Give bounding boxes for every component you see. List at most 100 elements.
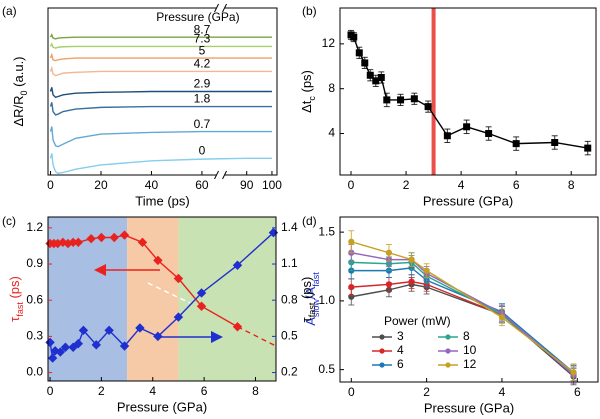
legend-title: Power (mW) <box>384 314 451 328</box>
data-point <box>397 96 405 104</box>
series-line <box>49 153 272 175</box>
data-point <box>408 256 415 263</box>
legend-marker <box>445 348 451 354</box>
legend-label: 4 <box>397 343 404 357</box>
legend-marker <box>445 334 451 340</box>
data-point <box>78 325 89 336</box>
reference-line <box>431 8 436 175</box>
series-label: 8.7 <box>194 22 211 36</box>
y2-axis-title-subscript: slow <box>311 299 321 318</box>
axis-break-gap <box>216 5 225 11</box>
x-tick-label: 8 <box>252 384 259 398</box>
axis-break-mark <box>222 170 227 180</box>
data-point <box>383 96 391 104</box>
data-point <box>570 369 577 376</box>
series-line <box>351 252 574 376</box>
x-tick-label: 2 <box>423 385 430 399</box>
y-tick-label: 12 <box>322 36 336 50</box>
y-axis-title-part: Δt <box>299 100 314 113</box>
series-label: 1.8 <box>194 92 211 106</box>
axis-break-mark <box>214 170 219 180</box>
data-point <box>73 237 84 248</box>
x-tick-label: 4 <box>499 385 506 399</box>
data-point <box>86 233 96 244</box>
y2-tick-label: 0.5 <box>281 329 298 343</box>
panel-label: (d) <box>302 214 317 228</box>
series-line <box>351 241 574 373</box>
y-tick-label: 4 <box>328 126 335 140</box>
shaded-region <box>178 217 276 381</box>
x-tick-label: 2 <box>98 384 105 398</box>
y-tick-label: 0.3 <box>26 329 43 343</box>
legend-marker <box>379 334 385 340</box>
series-line <box>49 65 272 77</box>
plot-frame <box>47 7 278 176</box>
data-point <box>361 59 369 67</box>
plot-frame <box>339 7 597 176</box>
data-point <box>377 73 385 81</box>
y-axis-title-subscript: 0 <box>19 90 29 95</box>
data-point <box>512 140 520 148</box>
data-point <box>47 353 58 363</box>
y2-tick-label: 0.2 <box>281 365 298 379</box>
y-tick-label: 0.6 <box>26 292 43 306</box>
data-point <box>91 340 101 350</box>
x-tick-label: 6 <box>201 384 208 398</box>
series-line <box>49 52 272 62</box>
data-point <box>153 331 163 342</box>
panel-label: (a) <box>2 4 17 18</box>
axis-break-gap <box>216 172 225 178</box>
y-axis-title: Δtc (ps) <box>299 70 317 113</box>
legend-label: 12 <box>463 357 477 371</box>
y-tick-label: 8 <box>328 81 335 95</box>
data-point <box>173 273 184 284</box>
x-tick-label: 100 <box>262 178 282 192</box>
data-point <box>355 49 363 57</box>
x-tick-label: 4 <box>458 178 465 192</box>
x-axis-title: Pressure (GPa) <box>424 400 514 415</box>
data-point <box>109 232 119 243</box>
x-tick-label: 6 <box>513 178 520 192</box>
legend-label: 6 <box>397 357 404 371</box>
y-axis-title-part: τ <box>7 316 22 322</box>
data-point <box>55 347 66 357</box>
x-tick-label: 2 <box>403 178 410 192</box>
y2-axis-title-part: A <box>303 317 318 326</box>
data-point <box>135 323 145 333</box>
data-point <box>104 325 114 336</box>
x-tick-label: 6 <box>574 385 581 399</box>
data-point <box>137 237 148 248</box>
data-point <box>385 281 393 288</box>
data-point <box>366 71 374 79</box>
series-line <box>49 87 272 99</box>
axis-break-mark <box>222 3 227 13</box>
data-point <box>232 322 243 332</box>
guide-line <box>147 282 191 304</box>
legend-label: 3 <box>397 329 404 343</box>
series-line <box>350 34 588 149</box>
series-label: 4.2 <box>194 57 211 71</box>
data-point <box>96 232 107 243</box>
legend-title: Pressure (GPa) <box>156 10 239 24</box>
y-tick-label: 0.5 <box>318 362 335 376</box>
y-tick-label: 0.0 <box>26 365 43 379</box>
x-tick-label: 20 <box>94 178 108 192</box>
data-point <box>423 267 430 274</box>
x-axis-title: Pressure (GPa) <box>117 399 207 414</box>
plot-frame <box>339 216 599 383</box>
decoration-layer <box>94 264 223 343</box>
data-point <box>196 288 207 298</box>
y-axis-title: τfast (ps) <box>7 276 25 322</box>
x-tick-label: 90 <box>240 178 254 192</box>
data-point <box>485 130 493 138</box>
y2-axis-title-subscript: fast <box>311 272 321 287</box>
series-line <box>49 42 272 49</box>
data-point <box>424 103 432 111</box>
series-label: 2.9 <box>194 77 211 91</box>
y-axis-title-subscript: c <box>307 96 317 101</box>
x-tick-label: 0 <box>348 385 355 399</box>
y-axis-title: ΔR/R0 (a.u.) <box>11 56 29 126</box>
data-point <box>551 138 559 146</box>
data-point <box>119 230 130 240</box>
